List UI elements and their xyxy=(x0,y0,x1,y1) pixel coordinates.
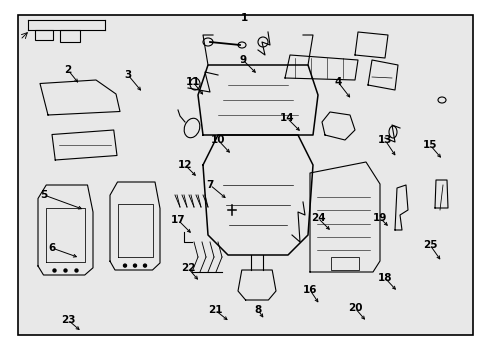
Circle shape xyxy=(143,264,146,267)
Text: 10: 10 xyxy=(210,135,225,145)
Text: 9: 9 xyxy=(239,55,246,65)
Text: 18: 18 xyxy=(377,273,391,283)
Circle shape xyxy=(133,264,136,267)
Text: 24: 24 xyxy=(310,213,325,223)
Bar xyxy=(60,30,80,42)
Text: 25: 25 xyxy=(422,240,436,250)
Text: 7: 7 xyxy=(206,180,213,190)
Text: 22: 22 xyxy=(181,263,195,273)
Text: 5: 5 xyxy=(41,190,47,200)
Text: 8: 8 xyxy=(254,305,261,315)
Text: 6: 6 xyxy=(48,243,56,253)
Text: 1: 1 xyxy=(240,13,247,23)
Bar xyxy=(18,15,472,335)
Text: 11: 11 xyxy=(185,77,200,87)
Text: 3: 3 xyxy=(124,70,131,80)
Text: 17: 17 xyxy=(170,215,185,225)
Bar xyxy=(35,30,53,40)
Text: 21: 21 xyxy=(207,305,222,315)
Text: 19: 19 xyxy=(372,213,386,223)
Text: 14: 14 xyxy=(279,113,294,123)
Text: 12: 12 xyxy=(177,160,192,170)
Circle shape xyxy=(75,269,78,272)
Circle shape xyxy=(53,269,56,272)
Bar xyxy=(330,257,358,270)
Circle shape xyxy=(64,269,67,272)
Text: 4: 4 xyxy=(334,77,341,87)
Text: 23: 23 xyxy=(61,315,75,325)
Text: 15: 15 xyxy=(422,140,436,150)
Text: 20: 20 xyxy=(347,303,362,313)
Text: 16: 16 xyxy=(302,285,317,295)
Text: 13: 13 xyxy=(377,135,391,145)
Circle shape xyxy=(123,264,126,267)
Text: 2: 2 xyxy=(64,65,71,75)
